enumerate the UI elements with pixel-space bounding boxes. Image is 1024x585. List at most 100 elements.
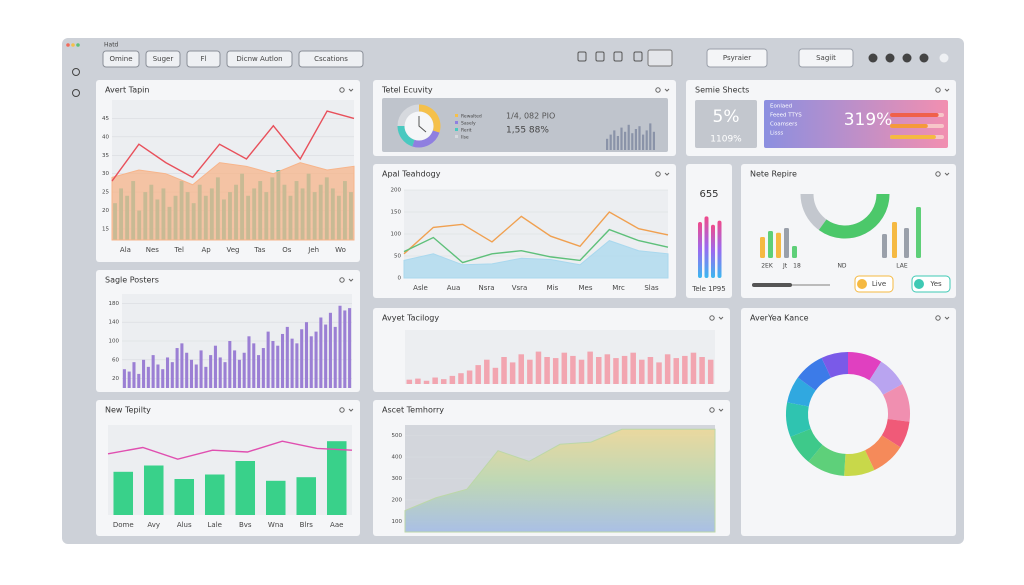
mini-bar <box>645 130 648 150</box>
panel-menu-icon[interactable] <box>935 171 941 177</box>
bar <box>552 358 559 384</box>
x-tick-label: Ala <box>120 246 131 254</box>
x-tick-label: Mes <box>579 284 593 292</box>
bar <box>639 359 645 384</box>
toolbar-button[interactable] <box>145 50 181 68</box>
donut-segment <box>790 428 823 462</box>
y-tick-label: 200 <box>391 188 402 194</box>
toolbar-button-label[interactable]: Cscations <box>314 55 348 63</box>
mini-bar <box>631 133 634 150</box>
toolbar-icon[interactable] <box>902 53 912 63</box>
toolbar-button[interactable] <box>102 50 140 68</box>
bar <box>343 310 347 388</box>
toolbar-dropdown-label[interactable]: Sagiit <box>816 54 836 62</box>
panel-collapse-icon[interactable] <box>944 172 950 176</box>
bar <box>595 357 602 384</box>
panel-collapse-icon[interactable] <box>944 88 950 92</box>
meter-value: 655 <box>699 189 718 200</box>
bar <box>338 305 342 388</box>
panel-menu-icon[interactable] <box>655 171 661 177</box>
panel-menu-icon[interactable] <box>339 87 345 93</box>
panel-title: Sagle Posters <box>105 276 159 285</box>
y-tick-label: 45 <box>102 116 109 122</box>
panel-menu-icon[interactable] <box>935 315 941 321</box>
bar <box>319 317 323 388</box>
nete-bar <box>916 207 921 258</box>
bar <box>233 350 237 388</box>
nete-label: ND <box>837 263 846 270</box>
toggle-knob[interactable] <box>857 279 867 289</box>
stat-card <box>695 100 757 148</box>
toolbar-button-label[interactable]: Omine <box>109 55 132 63</box>
panel-collapse-icon[interactable] <box>348 278 354 282</box>
area <box>403 240 669 279</box>
x-tick-label: Slas <box>644 284 659 292</box>
panel-menu-icon[interactable] <box>709 407 715 413</box>
panel-menu-icon[interactable] <box>655 87 661 93</box>
progress-bar <box>890 124 928 128</box>
toolbar-icon[interactable] <box>885 53 895 63</box>
x-tick-label: Os <box>282 246 292 254</box>
toolbar-button[interactable] <box>298 50 364 68</box>
toolbar-button[interactable] <box>186 50 221 68</box>
panel-collapse-icon[interactable] <box>664 172 670 176</box>
toolbar-icon[interactable] <box>939 53 949 63</box>
toolbar-button-label[interactable]: Suger <box>153 55 174 63</box>
bar <box>415 378 421 384</box>
panel-menu-icon[interactable] <box>709 315 715 321</box>
bar <box>137 373 141 388</box>
toggle-knob[interactable] <box>914 279 924 289</box>
toolbar-button[interactable] <box>226 50 293 68</box>
toolbar-icon[interactable] <box>868 53 878 63</box>
bar <box>570 355 576 384</box>
bar <box>432 377 438 384</box>
sidebar-icon[interactable] <box>72 68 80 76</box>
toggle-label[interactable]: Live <box>872 280 886 288</box>
nete-bar <box>784 228 789 258</box>
toolbar-icon[interactable] <box>647 49 673 67</box>
bar <box>664 354 671 384</box>
panel-collapse-icon[interactable] <box>944 316 950 320</box>
x-tick-label: Bvs <box>239 521 252 529</box>
x-tick-label: Vsra <box>512 284 528 292</box>
y-tick-label: 20 <box>102 208 109 214</box>
bar <box>228 341 232 388</box>
panel-collapse-icon[interactable] <box>348 408 354 412</box>
panel-collapse-icon[interactable] <box>664 88 670 92</box>
x-tick-label: Dome <box>113 521 134 529</box>
activity-body <box>382 98 668 152</box>
bar <box>242 352 246 388</box>
x-tick-label: Lale <box>208 521 222 529</box>
toolbar-dropdown[interactable] <box>706 48 768 68</box>
toolbar-icon[interactable] <box>613 51 623 62</box>
bar <box>146 366 150 388</box>
bar <box>501 357 507 384</box>
toggle-label[interactable]: Yes <box>929 280 942 288</box>
toolbar-icon[interactable] <box>577 51 587 62</box>
sidebar-icon[interactable] <box>72 89 80 97</box>
mini-bar <box>649 123 652 150</box>
panel-menu-icon[interactable] <box>339 407 345 413</box>
mini-bar <box>613 130 616 150</box>
toolbar-button-label[interactable]: Dicnw Autlon <box>236 55 282 63</box>
nete-bar <box>904 228 909 258</box>
y-tick-label: 20 <box>112 376 119 382</box>
toolbar-icon[interactable] <box>595 51 605 62</box>
toolbar-icon[interactable] <box>919 53 929 63</box>
panel-menu-icon[interactable] <box>339 277 345 283</box>
toolbar-icon[interactable] <box>633 51 643 62</box>
bar <box>304 322 309 388</box>
area <box>404 428 716 533</box>
bar <box>223 362 227 388</box>
bar <box>458 373 464 384</box>
panel-collapse-icon[interactable] <box>718 408 724 412</box>
panel-collapse-icon[interactable] <box>348 88 354 92</box>
slider-fill[interactable] <box>752 283 792 287</box>
panel-collapse-icon[interactable] <box>718 316 724 320</box>
bar <box>174 479 195 515</box>
toolbar-dropdown-label[interactable]: Psyraier <box>723 54 751 62</box>
panel-menu-icon[interactable] <box>935 87 941 93</box>
toolbar-dropdown[interactable] <box>798 48 854 68</box>
toolbar-button-label[interactable]: Fl <box>201 55 207 63</box>
